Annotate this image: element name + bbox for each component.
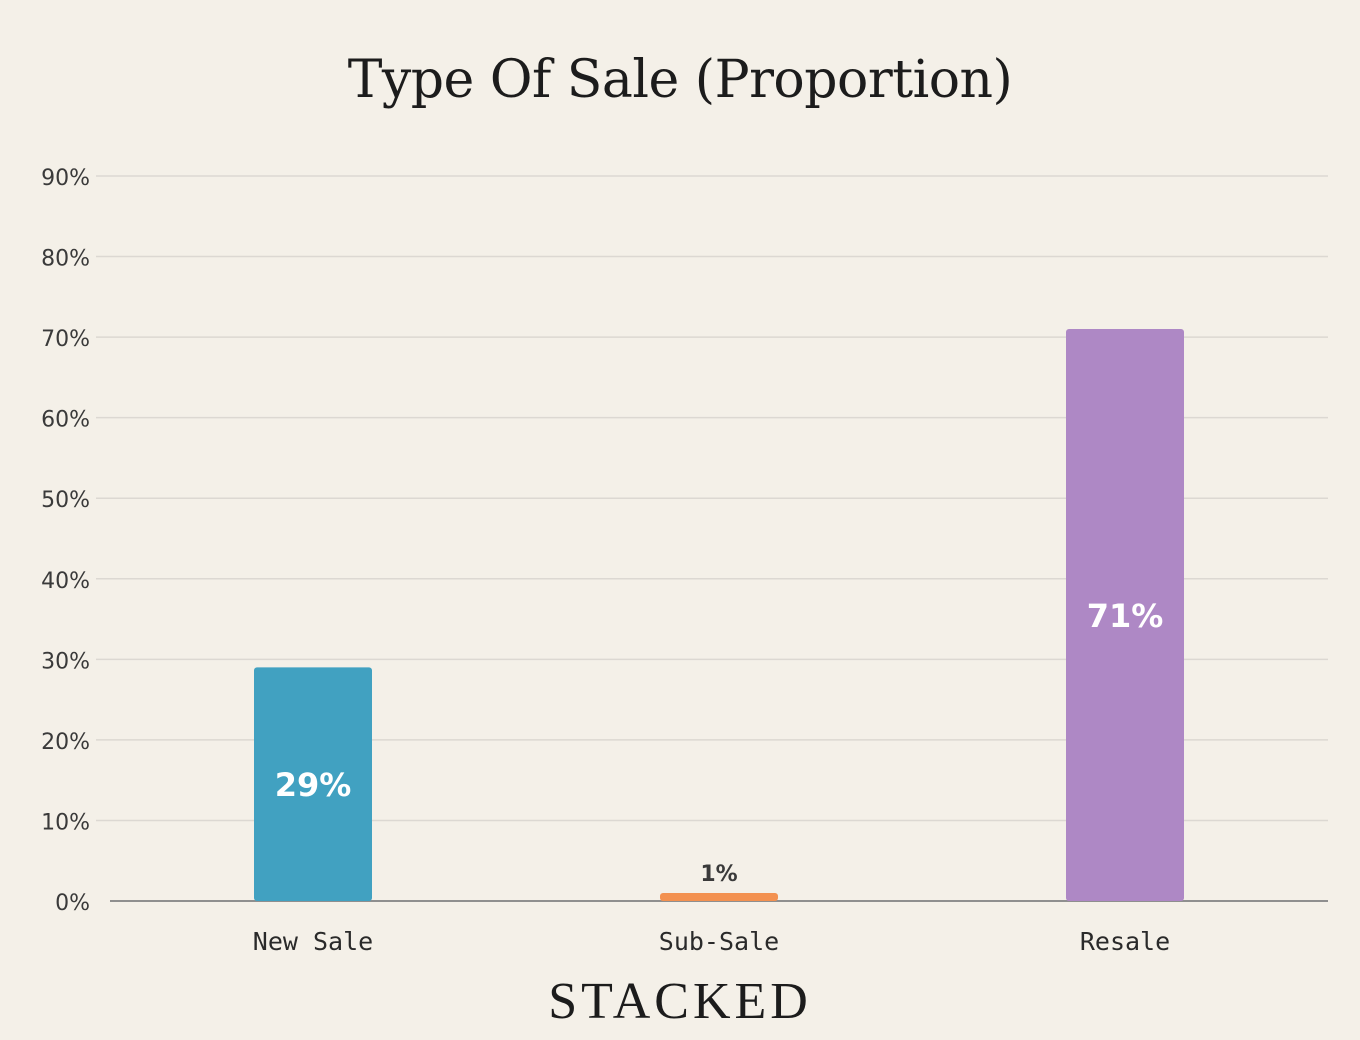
y-tick-label: 80% [41, 247, 90, 272]
x-axis: New Sale Sub-Sale Resale [253, 927, 1170, 956]
x-tick-label: Sub-Sale [659, 927, 779, 956]
bar-new-sale [254, 667, 372, 901]
y-tick-label: 40% [41, 569, 90, 594]
bar-resale [1066, 329, 1184, 901]
data-label: 29% [275, 766, 352, 804]
y-axis: 0% 10% 20% 30% 40% 50% 60% 70% 80% 90% [41, 166, 90, 916]
bar-sub-sale [660, 892, 778, 901]
x-tick-label: Resale [1080, 927, 1170, 956]
y-tick-label: 30% [41, 649, 90, 674]
y-tick-label: 90% [41, 166, 90, 191]
data-label: 1% [700, 862, 737, 887]
data-label: 71% [1087, 597, 1164, 635]
y-tick-label: 50% [41, 488, 90, 513]
y-tick-label: 70% [41, 327, 90, 352]
stacked-logo: STACKED [548, 973, 812, 1030]
x-tick-label: New Sale [253, 927, 373, 956]
chart-title: Type Of Sale (Proportion) [347, 50, 1013, 110]
y-tick-label: 20% [41, 730, 90, 755]
bars: 29% 1% 71% [254, 329, 1184, 901]
y-tick-label: 0% [55, 891, 90, 916]
y-tick-label: 60% [41, 408, 90, 433]
y-tick-label: 10% [41, 810, 90, 835]
